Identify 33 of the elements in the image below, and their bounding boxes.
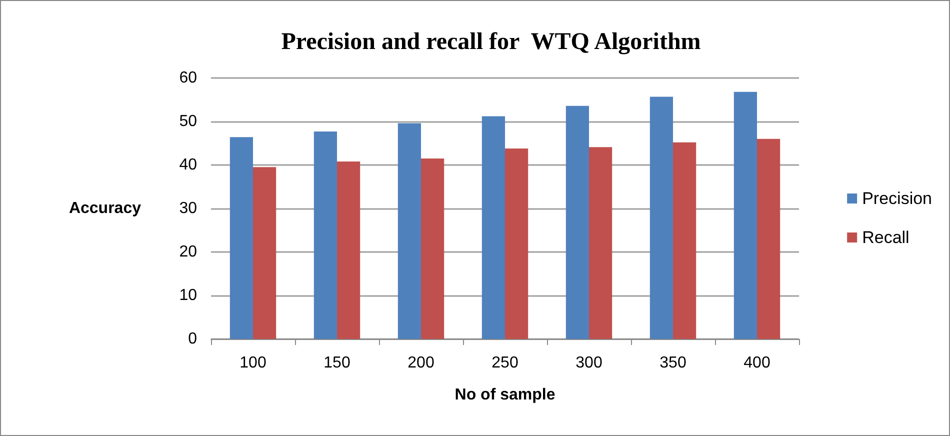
bar	[650, 96, 673, 339]
bar	[398, 123, 421, 339]
x-tick-label: 100	[240, 354, 266, 372]
bar	[482, 116, 505, 339]
x-tick-label: 350	[660, 354, 686, 372]
bar	[314, 132, 337, 339]
y-tick-label: 40	[179, 156, 198, 174]
bar	[673, 142, 696, 339]
y-tick-label: 50	[179, 113, 198, 130]
bar	[566, 106, 589, 339]
y-tick-label: 60	[179, 70, 198, 86]
y-tick-label: 10	[179, 287, 198, 304]
y-axis-title: Accuracy	[68, 200, 142, 217]
x-tick-label: 150	[324, 354, 350, 372]
x-tick-label: 300	[576, 354, 602, 372]
y-tick-label: 30	[179, 200, 198, 217]
y-tick-label: 20	[179, 244, 198, 260]
x-tick-label: 200	[408, 354, 434, 372]
bar	[734, 92, 757, 339]
legend-label: Recall	[862, 228, 910, 247]
bar	[337, 162, 360, 339]
bar	[757, 138, 780, 339]
bar	[230, 137, 253, 339]
chart-title: Precision and recall for WTQ Algorithm	[281, 29, 701, 55]
bar	[505, 148, 528, 339]
bar	[421, 158, 444, 339]
bar	[253, 167, 276, 339]
x-tick-label: 250	[492, 354, 518, 372]
y-tick-label: 0	[188, 330, 198, 348]
x-axis-title: No of sample	[454, 386, 556, 404]
legend-label: Precision	[862, 189, 932, 208]
x-tick-label: 400	[744, 354, 770, 372]
bar	[589, 147, 612, 339]
